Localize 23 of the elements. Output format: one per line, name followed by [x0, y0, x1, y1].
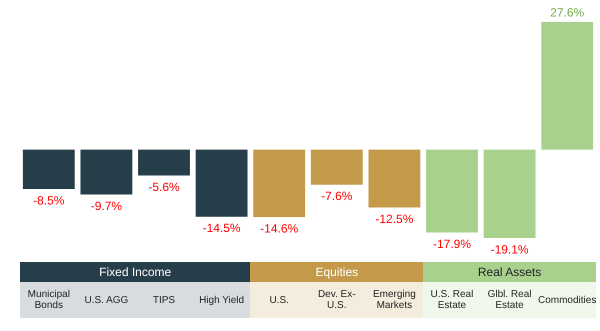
- data-label: 27.6%: [550, 5, 585, 20]
- data-label: -5.6%: [148, 180, 180, 194]
- x-tick-label: U.S. AGG: [78, 282, 136, 318]
- text: Fixed Income: [20, 262, 250, 282]
- x-tick-label: Glbl. Real Estate: [480, 282, 538, 318]
- data-label: -9.7%: [90, 198, 122, 213]
- x-tick-label: Commodities: [538, 282, 596, 318]
- data-label: -17.9%: [432, 236, 472, 251]
- text: Equities: [250, 262, 424, 282]
- x-tick-label: Municipal Bonds: [20, 282, 78, 318]
- data-label: -14.5%: [202, 221, 241, 236]
- data-label: -8.5%: [33, 193, 65, 208]
- x-tick-label: U.S. Real Estate: [423, 282, 481, 318]
- x-tick-label: U.S.: [250, 282, 308, 318]
- data-label: -7.6%: [321, 189, 353, 204]
- data-label: -19.1%: [490, 242, 529, 256]
- x-tick-label: Dev. Ex-U.S.: [308, 282, 366, 318]
- data-label: -12.5%: [375, 212, 414, 226]
- text: Real Assets: [423, 262, 596, 282]
- x-tick-label: Emerging Markets: [366, 282, 424, 318]
- data-label: -14.6%: [260, 222, 299, 236]
- x-tick-label: High Yield: [192, 282, 250, 318]
- x-tick-label: TIPS: [135, 282, 193, 318]
